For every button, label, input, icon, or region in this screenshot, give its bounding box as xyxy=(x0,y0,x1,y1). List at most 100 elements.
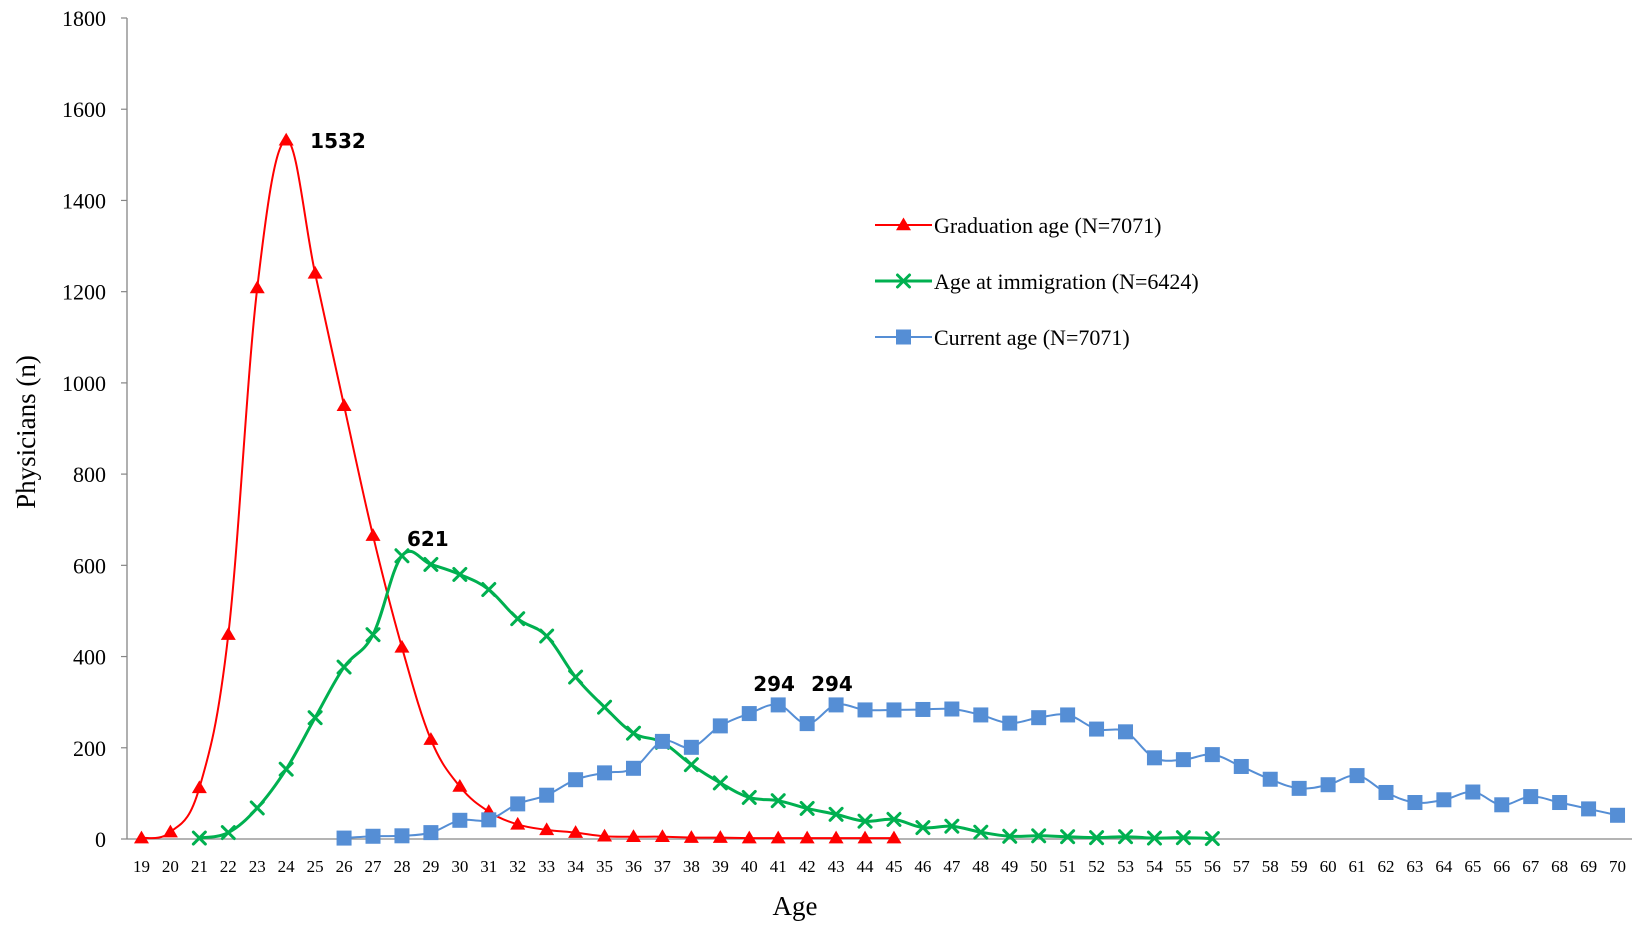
x-tick-label: 40 xyxy=(741,857,758,876)
x-tick-label: 23 xyxy=(249,857,266,876)
x-tick-label: 24 xyxy=(278,857,296,876)
data-point xyxy=(973,707,989,723)
y-tick-label: 600 xyxy=(73,553,106,578)
data-point xyxy=(394,639,410,653)
data-label: 621 xyxy=(407,527,449,551)
data-point xyxy=(1523,789,1539,805)
y-axis-ticks: 0 200 400 600 800 1000 1200 1400 1600 1800 xyxy=(62,6,127,852)
x-tick-label: 42 xyxy=(799,857,816,876)
legend-item[interactable]: Graduation age (N=7071) xyxy=(875,213,1161,238)
x-tick-label: 66 xyxy=(1493,857,1510,876)
x-tick-label: 39 xyxy=(712,857,729,876)
data-point xyxy=(770,793,786,809)
data-point xyxy=(741,830,757,844)
series-1 xyxy=(133,132,902,844)
data-point xyxy=(1378,784,1394,800)
x-tick-label: 27 xyxy=(365,857,383,876)
x-tick-label: 30 xyxy=(451,857,468,876)
x-tick-label: 32 xyxy=(509,857,526,876)
data-point xyxy=(568,825,584,838)
data-point xyxy=(1118,724,1134,740)
data-point xyxy=(915,701,931,717)
data-point xyxy=(770,697,786,713)
data-point xyxy=(886,811,902,827)
data-point xyxy=(510,816,526,830)
data-point xyxy=(1610,807,1626,823)
y-axis-title: Physicians (n) xyxy=(11,355,41,509)
x-tick-label: 38 xyxy=(683,857,700,876)
x-tick-label: 57 xyxy=(1233,857,1251,876)
x-tick-label: 19 xyxy=(133,857,150,876)
x-tick-label: 46 xyxy=(914,857,931,876)
legend[interactable]: Graduation age (N=7071) Age at immigratio… xyxy=(875,213,1199,350)
x-tick-label: 56 xyxy=(1204,857,1221,876)
data-point xyxy=(365,627,381,643)
legend-item[interactable]: Age at immigration (N=6424) xyxy=(875,269,1199,294)
data-point xyxy=(857,830,873,844)
data-point xyxy=(452,566,468,582)
x-tick-label: 21 xyxy=(191,857,208,876)
x-tick-label: 53 xyxy=(1117,857,1134,876)
data-point xyxy=(278,132,294,146)
data-point xyxy=(307,265,323,279)
series-line xyxy=(141,139,894,840)
legend-item[interactable]: Current age (N=7071) xyxy=(875,325,1130,350)
data-point xyxy=(1175,830,1191,846)
data-point xyxy=(683,757,699,773)
x-tick-label: 41 xyxy=(770,857,787,876)
data-point xyxy=(336,659,352,675)
x-tick-label: 33 xyxy=(538,857,555,876)
data-point xyxy=(510,611,526,627)
data-point xyxy=(1552,795,1568,811)
data-point xyxy=(133,830,149,844)
x-tick-label: 69 xyxy=(1580,857,1597,876)
data-point xyxy=(1031,710,1047,726)
data-point xyxy=(886,830,902,844)
x-axis-title: Age xyxy=(773,891,818,921)
x-tick-label: 20 xyxy=(162,857,179,876)
x-tick-label: 43 xyxy=(828,857,845,876)
data-point xyxy=(191,780,207,794)
data-point xyxy=(1204,747,1220,763)
data-label: 1532 xyxy=(310,129,366,153)
series-3 xyxy=(336,697,1626,846)
legend-marker xyxy=(896,329,911,345)
data-point xyxy=(1118,829,1134,845)
x-tick-label: 51 xyxy=(1059,857,1076,876)
data-point xyxy=(568,772,584,788)
data-point xyxy=(799,800,815,816)
data-point xyxy=(249,800,265,816)
x-tick-label: 67 xyxy=(1522,857,1540,876)
x-tick-label: 22 xyxy=(220,857,237,876)
x-tick-label: 45 xyxy=(885,857,902,876)
x-tick-label: 26 xyxy=(336,857,353,876)
y-tick-label: 1800 xyxy=(62,6,106,31)
x-tick-label: 37 xyxy=(654,857,672,876)
data-point xyxy=(394,548,410,564)
x-tick-label: 50 xyxy=(1030,857,1047,876)
data-point xyxy=(1349,768,1365,784)
data-point xyxy=(1291,780,1307,796)
y-tick-label: 1000 xyxy=(62,371,106,396)
x-tick-label: 31 xyxy=(480,857,497,876)
x-tick-label: 44 xyxy=(857,857,875,876)
data-point xyxy=(1089,830,1105,846)
data-point xyxy=(654,829,670,842)
data-point xyxy=(625,829,641,842)
legend-marker xyxy=(896,273,911,289)
data-point xyxy=(568,669,584,685)
data-point xyxy=(1146,750,1162,766)
data-point xyxy=(423,732,439,745)
data-point xyxy=(452,779,468,792)
data-point xyxy=(452,812,468,828)
data-point xyxy=(365,528,381,541)
series-line xyxy=(344,703,1618,840)
data-point xyxy=(191,830,207,846)
data-point xyxy=(336,830,352,846)
data-labels: 1532 621 294 294 xyxy=(310,129,853,696)
data-point xyxy=(1320,777,1336,793)
data-point xyxy=(944,701,960,717)
data-point xyxy=(857,702,873,718)
data-point xyxy=(828,697,844,713)
data-point xyxy=(597,828,613,842)
